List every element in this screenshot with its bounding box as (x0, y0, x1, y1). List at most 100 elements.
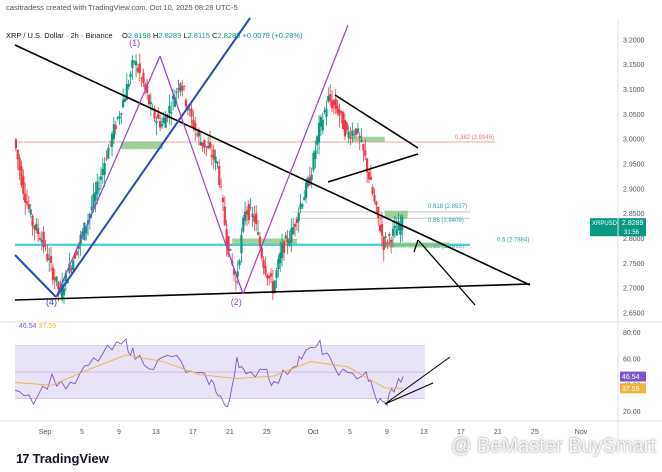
blue-channel-line (55, 17, 251, 298)
tradingview-mark-icon: 17 (16, 451, 30, 466)
candle-body (181, 86, 184, 91)
x-axis-tick: 21 (494, 429, 502, 436)
candle-body (218, 165, 221, 186)
candle-body (340, 110, 343, 113)
candle-body (306, 178, 310, 187)
candle-body (177, 88, 180, 90)
downtrend-line (14, 44, 531, 286)
x-axis-tick: 9 (117, 429, 121, 436)
candle-body (375, 201, 378, 206)
candle-body (90, 206, 93, 211)
price-axis-tick: 3.2000 (623, 37, 645, 44)
candle-body (390, 239, 393, 243)
candle-body (345, 122, 348, 131)
candle-body (295, 219, 298, 224)
rsi-title-ma: 37.59 (38, 323, 57, 330)
candle-body (219, 186, 223, 188)
candle-body (75, 251, 79, 255)
created-with-line: casitradess created with TradingView.com… (6, 3, 238, 12)
wave-label: (1) (129, 38, 140, 48)
current-price-countdown: 31:56 (624, 230, 640, 236)
footer: 17 TradingView @ BeMaster BuySmart (0, 435, 662, 472)
candle-body (280, 242, 284, 258)
candle-body (155, 120, 158, 124)
candle-body (264, 265, 267, 275)
zone-box (352, 136, 385, 142)
candle-body (316, 136, 319, 145)
triangle-line (334, 94, 419, 149)
x-axis-tick: 17 (189, 429, 197, 436)
ohlc-change: +0.0079 (+0.28%) (242, 31, 303, 40)
candle-body (205, 146, 208, 147)
candle-body (362, 144, 365, 151)
projection-line (417, 239, 476, 306)
candle-body (57, 281, 60, 290)
candle-body (179, 83, 182, 92)
candle-body (114, 125, 117, 130)
candle-body (107, 147, 110, 159)
x-axis-tick: Nov (575, 429, 588, 436)
candle-body (353, 134, 356, 136)
candle-body (73, 254, 77, 259)
candle-body (223, 206, 226, 226)
candle-body (338, 109, 341, 116)
x-axis-tick: 13 (152, 429, 160, 436)
price-axis-tick: 2.7500 (623, 261, 645, 268)
triangle-line (327, 153, 419, 183)
rsi-title-value: 46.54 (19, 323, 37, 330)
candle-body (183, 86, 186, 87)
fib-label: 0.5 (2.7884) (497, 237, 529, 243)
candle-body (64, 272, 67, 281)
candle-body (327, 95, 330, 102)
price-axis-tick: 2.8500 (623, 211, 645, 218)
candle-body (127, 83, 130, 88)
candle-body (395, 229, 398, 236)
ohlc-open: 2.8198 (127, 31, 151, 40)
wave-line (159, 55, 244, 295)
wave-line (55, 55, 161, 298)
candle-body (401, 216, 404, 231)
candle-body (221, 197, 225, 203)
candle-body (103, 163, 106, 175)
candle-body (244, 211, 247, 222)
price-axis-tick: 3.1000 (623, 87, 645, 94)
price-axis-tick: 2.9500 (623, 162, 645, 169)
candle-body (25, 201, 29, 204)
candle-body (38, 238, 42, 240)
candle-body (262, 259, 265, 269)
candle-body (360, 140, 363, 142)
candle-body (31, 215, 34, 227)
candle-body (347, 131, 350, 138)
rsi-axis-tick: 80.00 (623, 330, 641, 337)
candle-body (212, 149, 215, 160)
rsi-axis-tick: 20.00 (623, 409, 641, 416)
candle-body (308, 176, 311, 186)
candle-body (286, 238, 289, 243)
candle-body (371, 187, 374, 195)
candle-body (303, 197, 306, 201)
candle-body (282, 241, 286, 253)
candle-body (384, 236, 387, 238)
symbol-line: XRP / U.S. Dollar · 2h · Binance (6, 31, 113, 40)
candle-body (40, 239, 43, 243)
current-price-value-box (620, 218, 646, 237)
x-axis-tick: 17 (457, 429, 465, 436)
rsi-value-box (620, 383, 646, 394)
candle-body (373, 195, 376, 202)
candle-body (329, 94, 332, 102)
candle-body (105, 158, 108, 160)
candle-body (275, 270, 278, 279)
rsi-value-label: 46.54 (622, 374, 640, 381)
candle-body (325, 108, 328, 117)
candle-body (112, 124, 115, 140)
candle-body (109, 141, 112, 143)
rsi-trendline (384, 356, 451, 405)
candle-body (94, 191, 97, 201)
fib-label: 0.65 (2.8409) (428, 218, 464, 224)
candle-body (351, 130, 354, 137)
candle-body (149, 102, 152, 105)
candle-body (118, 116, 121, 119)
zone-box (384, 210, 408, 219)
tradingview-logo[interactable]: 17 TradingView (16, 451, 109, 466)
